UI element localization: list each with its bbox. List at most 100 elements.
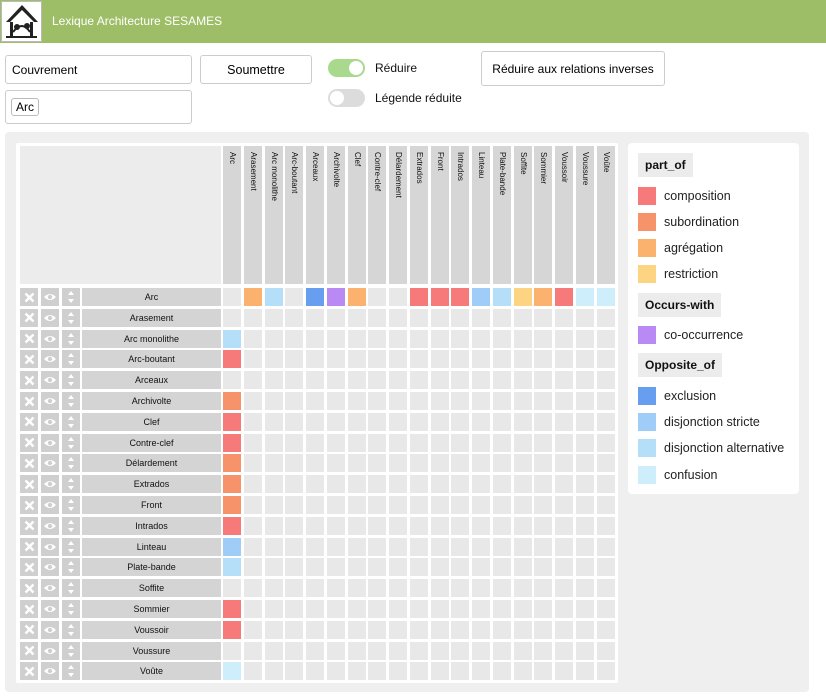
matrix-cell[interactable]: [596, 350, 615, 369]
matrix-cell[interactable]: [451, 371, 470, 390]
matrix-cell[interactable]: [492, 308, 511, 327]
matrix-cell[interactable]: [368, 454, 387, 473]
sort-row-button[interactable]: [62, 350, 80, 369]
filter-field[interactable]: Arc: [5, 90, 192, 124]
matrix-cell[interactable]: [430, 537, 449, 556]
row-label[interactable]: Contre-clef: [82, 433, 221, 452]
matrix-cell[interactable]: [285, 288, 304, 306]
matrix-cell[interactable]: [389, 454, 407, 473]
matrix-cell[interactable]: [223, 433, 241, 452]
matrix-cell[interactable]: [285, 620, 304, 639]
matrix-cell[interactable]: [409, 662, 428, 681]
matrix-cell[interactable]: [326, 433, 345, 452]
matrix-cell[interactable]: [368, 537, 387, 556]
matrix-cell[interactable]: [555, 433, 573, 452]
matrix-cell[interactable]: [264, 308, 283, 327]
remove-row-button[interactable]: [20, 558, 38, 577]
sort-row-button[interactable]: [62, 412, 80, 431]
matrix-cell[interactable]: [368, 620, 387, 639]
matrix-cell[interactable]: [430, 496, 449, 514]
matrix-cell[interactable]: [409, 308, 428, 327]
filter-chip[interactable]: Arc: [11, 98, 39, 116]
matrix-cell[interactable]: [285, 412, 304, 431]
matrix-cell[interactable]: [368, 516, 387, 535]
matrix-cell[interactable]: [596, 475, 615, 494]
matrix-cell[interactable]: [492, 350, 511, 369]
matrix-cell[interactable]: [575, 433, 594, 452]
column-header[interactable]: Arc: [223, 146, 241, 284]
matrix-cell[interactable]: [409, 620, 428, 639]
matrix-cell[interactable]: [389, 579, 407, 598]
matrix-cell[interactable]: [430, 371, 449, 390]
matrix-cell[interactable]: [472, 620, 490, 639]
column-header[interactable]: Arceaux: [306, 146, 324, 284]
matrix-cell[interactable]: [347, 350, 366, 369]
matrix-cell[interactable]: [409, 641, 428, 660]
toggle-visibility-button[interactable]: [41, 288, 59, 306]
matrix-cell[interactable]: [347, 392, 366, 410]
column-header[interactable]: Clef: [347, 146, 366, 284]
matrix-cell[interactable]: [513, 454, 532, 473]
column-header[interactable]: Extrados: [409, 146, 428, 284]
matrix-cell[interactable]: [513, 662, 532, 681]
matrix-cell[interactable]: [326, 454, 345, 473]
matrix-cell[interactable]: [368, 662, 387, 681]
matrix-cell[interactable]: [264, 392, 283, 410]
matrix-cell[interactable]: [575, 579, 594, 598]
matrix-cell[interactable]: [575, 288, 594, 306]
matrix-cell[interactable]: [555, 392, 573, 410]
matrix-cell[interactable]: [368, 412, 387, 431]
remove-row-button[interactable]: [20, 433, 38, 452]
matrix-cell[interactable]: [451, 329, 470, 348]
row-label[interactable]: Front: [82, 496, 221, 514]
row-label[interactable]: Voussoir: [82, 620, 221, 639]
matrix-cell[interactable]: [451, 496, 470, 514]
matrix-cell[interactable]: [389, 475, 407, 494]
matrix-cell[interactable]: [430, 329, 449, 348]
remove-row-button[interactable]: [20, 392, 38, 410]
matrix-cell[interactable]: [513, 433, 532, 452]
matrix-cell[interactable]: [264, 288, 283, 306]
matrix-cell[interactable]: [326, 496, 345, 514]
matrix-cell[interactable]: [264, 641, 283, 660]
matrix-cell[interactable]: [575, 371, 594, 390]
matrix-cell[interactable]: [451, 579, 470, 598]
matrix-cell[interactable]: [285, 433, 304, 452]
matrix-cell[interactable]: [243, 558, 262, 577]
matrix-cell[interactable]: [389, 392, 407, 410]
matrix-cell[interactable]: [472, 558, 490, 577]
matrix-cell[interactable]: [451, 516, 470, 535]
matrix-cell[interactable]: [326, 537, 345, 556]
matrix-cell[interactable]: [492, 392, 511, 410]
matrix-cell[interactable]: [596, 308, 615, 327]
matrix-cell[interactable]: [306, 350, 324, 369]
matrix-cell[interactable]: [223, 641, 241, 660]
matrix-cell[interactable]: [389, 371, 407, 390]
matrix-cell[interactable]: [326, 412, 345, 431]
matrix-cell[interactable]: [492, 496, 511, 514]
remove-row-button[interactable]: [20, 350, 38, 369]
matrix-cell[interactable]: [243, 620, 262, 639]
matrix-cell[interactable]: [513, 350, 532, 369]
matrix-cell[interactable]: [575, 350, 594, 369]
matrix-cell[interactable]: [492, 620, 511, 639]
matrix-cell[interactable]: [389, 288, 407, 306]
matrix-cell[interactable]: [306, 329, 324, 348]
matrix-cell[interactable]: [389, 433, 407, 452]
matrix-cell[interactable]: [492, 662, 511, 681]
matrix-cell[interactable]: [430, 392, 449, 410]
matrix-cell[interactable]: [513, 308, 532, 327]
matrix-cell[interactable]: [285, 475, 304, 494]
submit-button[interactable]: Soumettre: [200, 55, 312, 84]
matrix-cell[interactable]: [243, 454, 262, 473]
matrix-cell[interactable]: [575, 537, 594, 556]
column-header[interactable]: Sommier: [534, 146, 553, 284]
matrix-cell[interactable]: [368, 371, 387, 390]
matrix-cell[interactable]: [451, 392, 470, 410]
sort-row-button[interactable]: [62, 620, 80, 639]
matrix-cell[interactable]: [534, 350, 553, 369]
matrix-cell[interactable]: [555, 579, 573, 598]
remove-row-button[interactable]: [20, 454, 38, 473]
matrix-cell[interactable]: [347, 620, 366, 639]
matrix-cell[interactable]: [243, 350, 262, 369]
